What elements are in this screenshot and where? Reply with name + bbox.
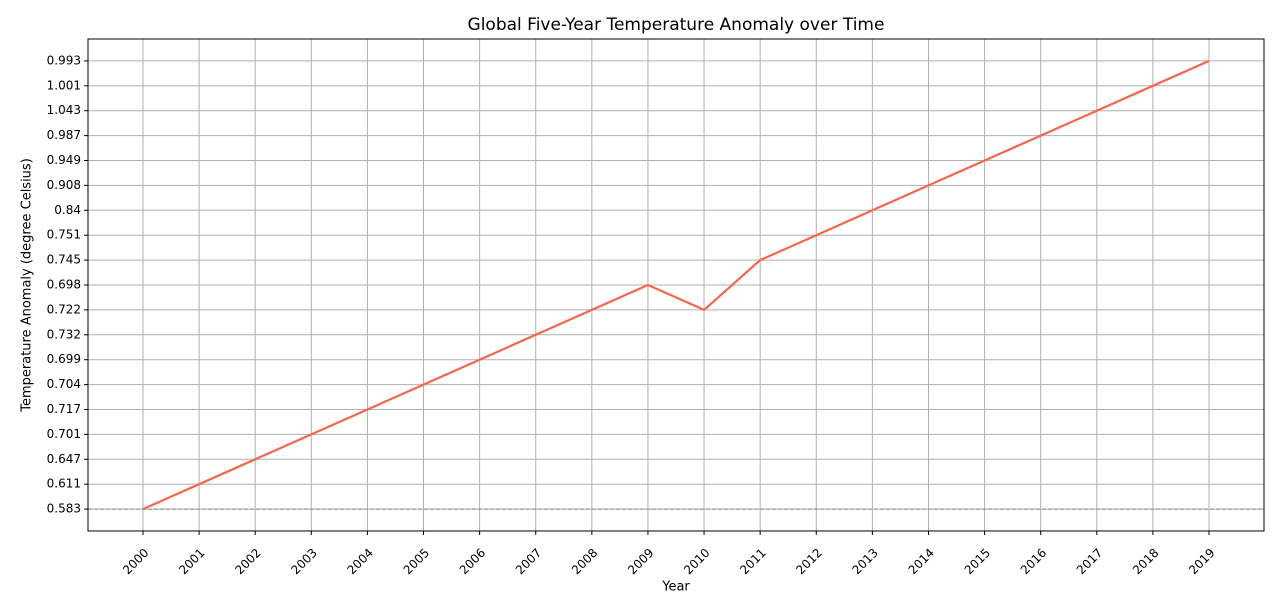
y-tick-label: 1.001	[47, 78, 81, 92]
y-tick-label: 0.751	[47, 228, 81, 242]
y-tick-label: 0.84	[54, 203, 81, 217]
x-tick-label: 2009	[625, 546, 656, 577]
data-line	[142, 59, 1210, 511]
y-tick-label: 0.908	[47, 178, 81, 192]
x-tick-label: 2001	[176, 546, 207, 577]
x-tick-label: 2019	[1186, 546, 1217, 577]
x-tick-label: 2013	[849, 546, 880, 577]
x-tick-label: 2012	[793, 546, 824, 577]
x-tick-label: 2014	[906, 546, 937, 577]
x-tick-label: 2003	[288, 546, 319, 577]
y-tick-label: 0.993	[47, 53, 81, 67]
x-axis-label: Year	[661, 580, 690, 595]
y-tick-label: 0.949	[47, 153, 81, 167]
y-tick-label: 0.611	[47, 477, 81, 491]
x-tick-label: 2015	[962, 546, 993, 577]
y-tick-label: 0.698	[47, 278, 81, 292]
plot-frame	[87, 38, 1265, 532]
y-tick-label: 0.745	[47, 253, 81, 267]
x-tick-label: 2000	[120, 546, 151, 577]
chart-title: Global Five-Year Temperature Anomaly ove…	[468, 15, 885, 35]
x-tick-label: 2002	[232, 546, 263, 577]
y-tick-label: 0.701	[47, 427, 81, 441]
x-tick-label: 2010	[681, 546, 712, 577]
x-tick-label: 2006	[457, 546, 488, 577]
y-tick-label: 0.717	[47, 402, 81, 416]
x-tick-label: 2004	[345, 546, 376, 577]
y-tick-label: 0.583	[47, 502, 81, 516]
y-tick-label: 0.987	[47, 128, 81, 142]
y-tick-label: 0.732	[47, 327, 81, 341]
y-tick-label: 1.043	[47, 103, 81, 117]
y-tick-label: 0.647	[47, 452, 81, 466]
x-tick-label: 2017	[1074, 546, 1105, 577]
y-tick-label: 0.699	[47, 352, 81, 366]
x-tick-label: 2018	[1130, 546, 1161, 577]
x-tick-label: 2008	[569, 546, 600, 577]
x-tick-label: 2016	[1018, 546, 1049, 577]
x-tick-label: 2005	[401, 546, 432, 577]
y-axis-label: Temperature Anomaly (degree Celsius)	[20, 158, 35, 413]
y-tick-label: 0.722	[47, 302, 81, 316]
x-tick-label: 2007	[513, 546, 544, 577]
x-tick-label: 2011	[737, 546, 768, 577]
y-tick-label: 0.704	[47, 377, 81, 391]
